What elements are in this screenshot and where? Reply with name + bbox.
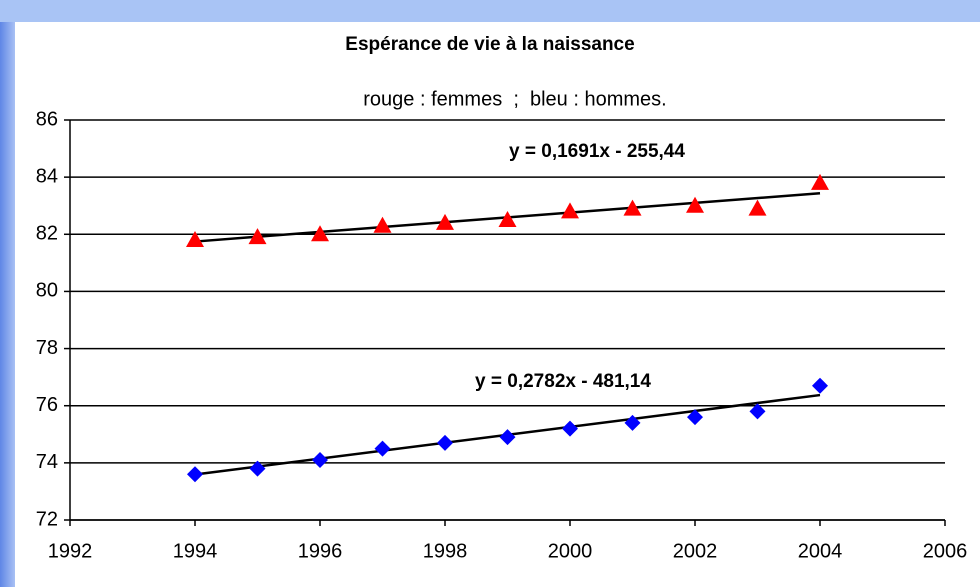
y-tick-label: 74	[36, 451, 58, 473]
x-tick-label: 2004	[798, 540, 843, 562]
y-tick-label: 76	[36, 394, 58, 416]
marker	[499, 429, 516, 446]
chart-area	[15, 22, 980, 587]
marker	[436, 213, 454, 230]
marker	[311, 225, 329, 242]
top-bar	[0, 0, 980, 22]
x-tick-label: 2000	[548, 540, 593, 562]
y-tick-label: 78	[36, 337, 58, 359]
marker	[312, 452, 328, 468]
marker	[249, 460, 266, 477]
x-tick-label: 2002	[673, 540, 718, 562]
marker	[561, 202, 579, 219]
marker	[373, 216, 392, 233]
x-tick-label: 2006	[923, 540, 968, 562]
x-tick-label: 1992	[48, 540, 93, 562]
y-tick-label: 82	[36, 223, 58, 245]
marker	[498, 211, 517, 227]
marker	[686, 196, 704, 213]
marker	[624, 414, 641, 431]
y-tick-label: 84	[36, 165, 58, 187]
marker	[562, 420, 578, 437]
x-tick-label: 1998	[423, 540, 468, 562]
marker	[374, 440, 391, 457]
x-tick-label: 1996	[298, 540, 343, 562]
marker	[437, 434, 453, 451]
marker	[748, 199, 767, 216]
marker	[187, 466, 203, 483]
marker	[812, 377, 828, 394]
y-tick-label: 86	[36, 108, 58, 130]
marker	[811, 173, 829, 190]
trendline-label: y = 0,2782x - 481,14	[475, 371, 651, 392]
marker	[687, 409, 703, 426]
trendline-label: y = 0,1691x - 255,44	[509, 141, 685, 162]
marker	[186, 231, 204, 247]
marker	[749, 403, 766, 420]
x-tick-label: 1994	[173, 540, 218, 562]
y-tick-label: 72	[36, 508, 58, 530]
chart-title: Espérance de vie à la naissance	[345, 34, 634, 55]
y-tick-label: 80	[36, 280, 58, 302]
chart-subtitle: rouge : femmes ; bleu : hommes.	[363, 88, 666, 110]
marker	[623, 199, 642, 216]
marker	[248, 228, 267, 245]
